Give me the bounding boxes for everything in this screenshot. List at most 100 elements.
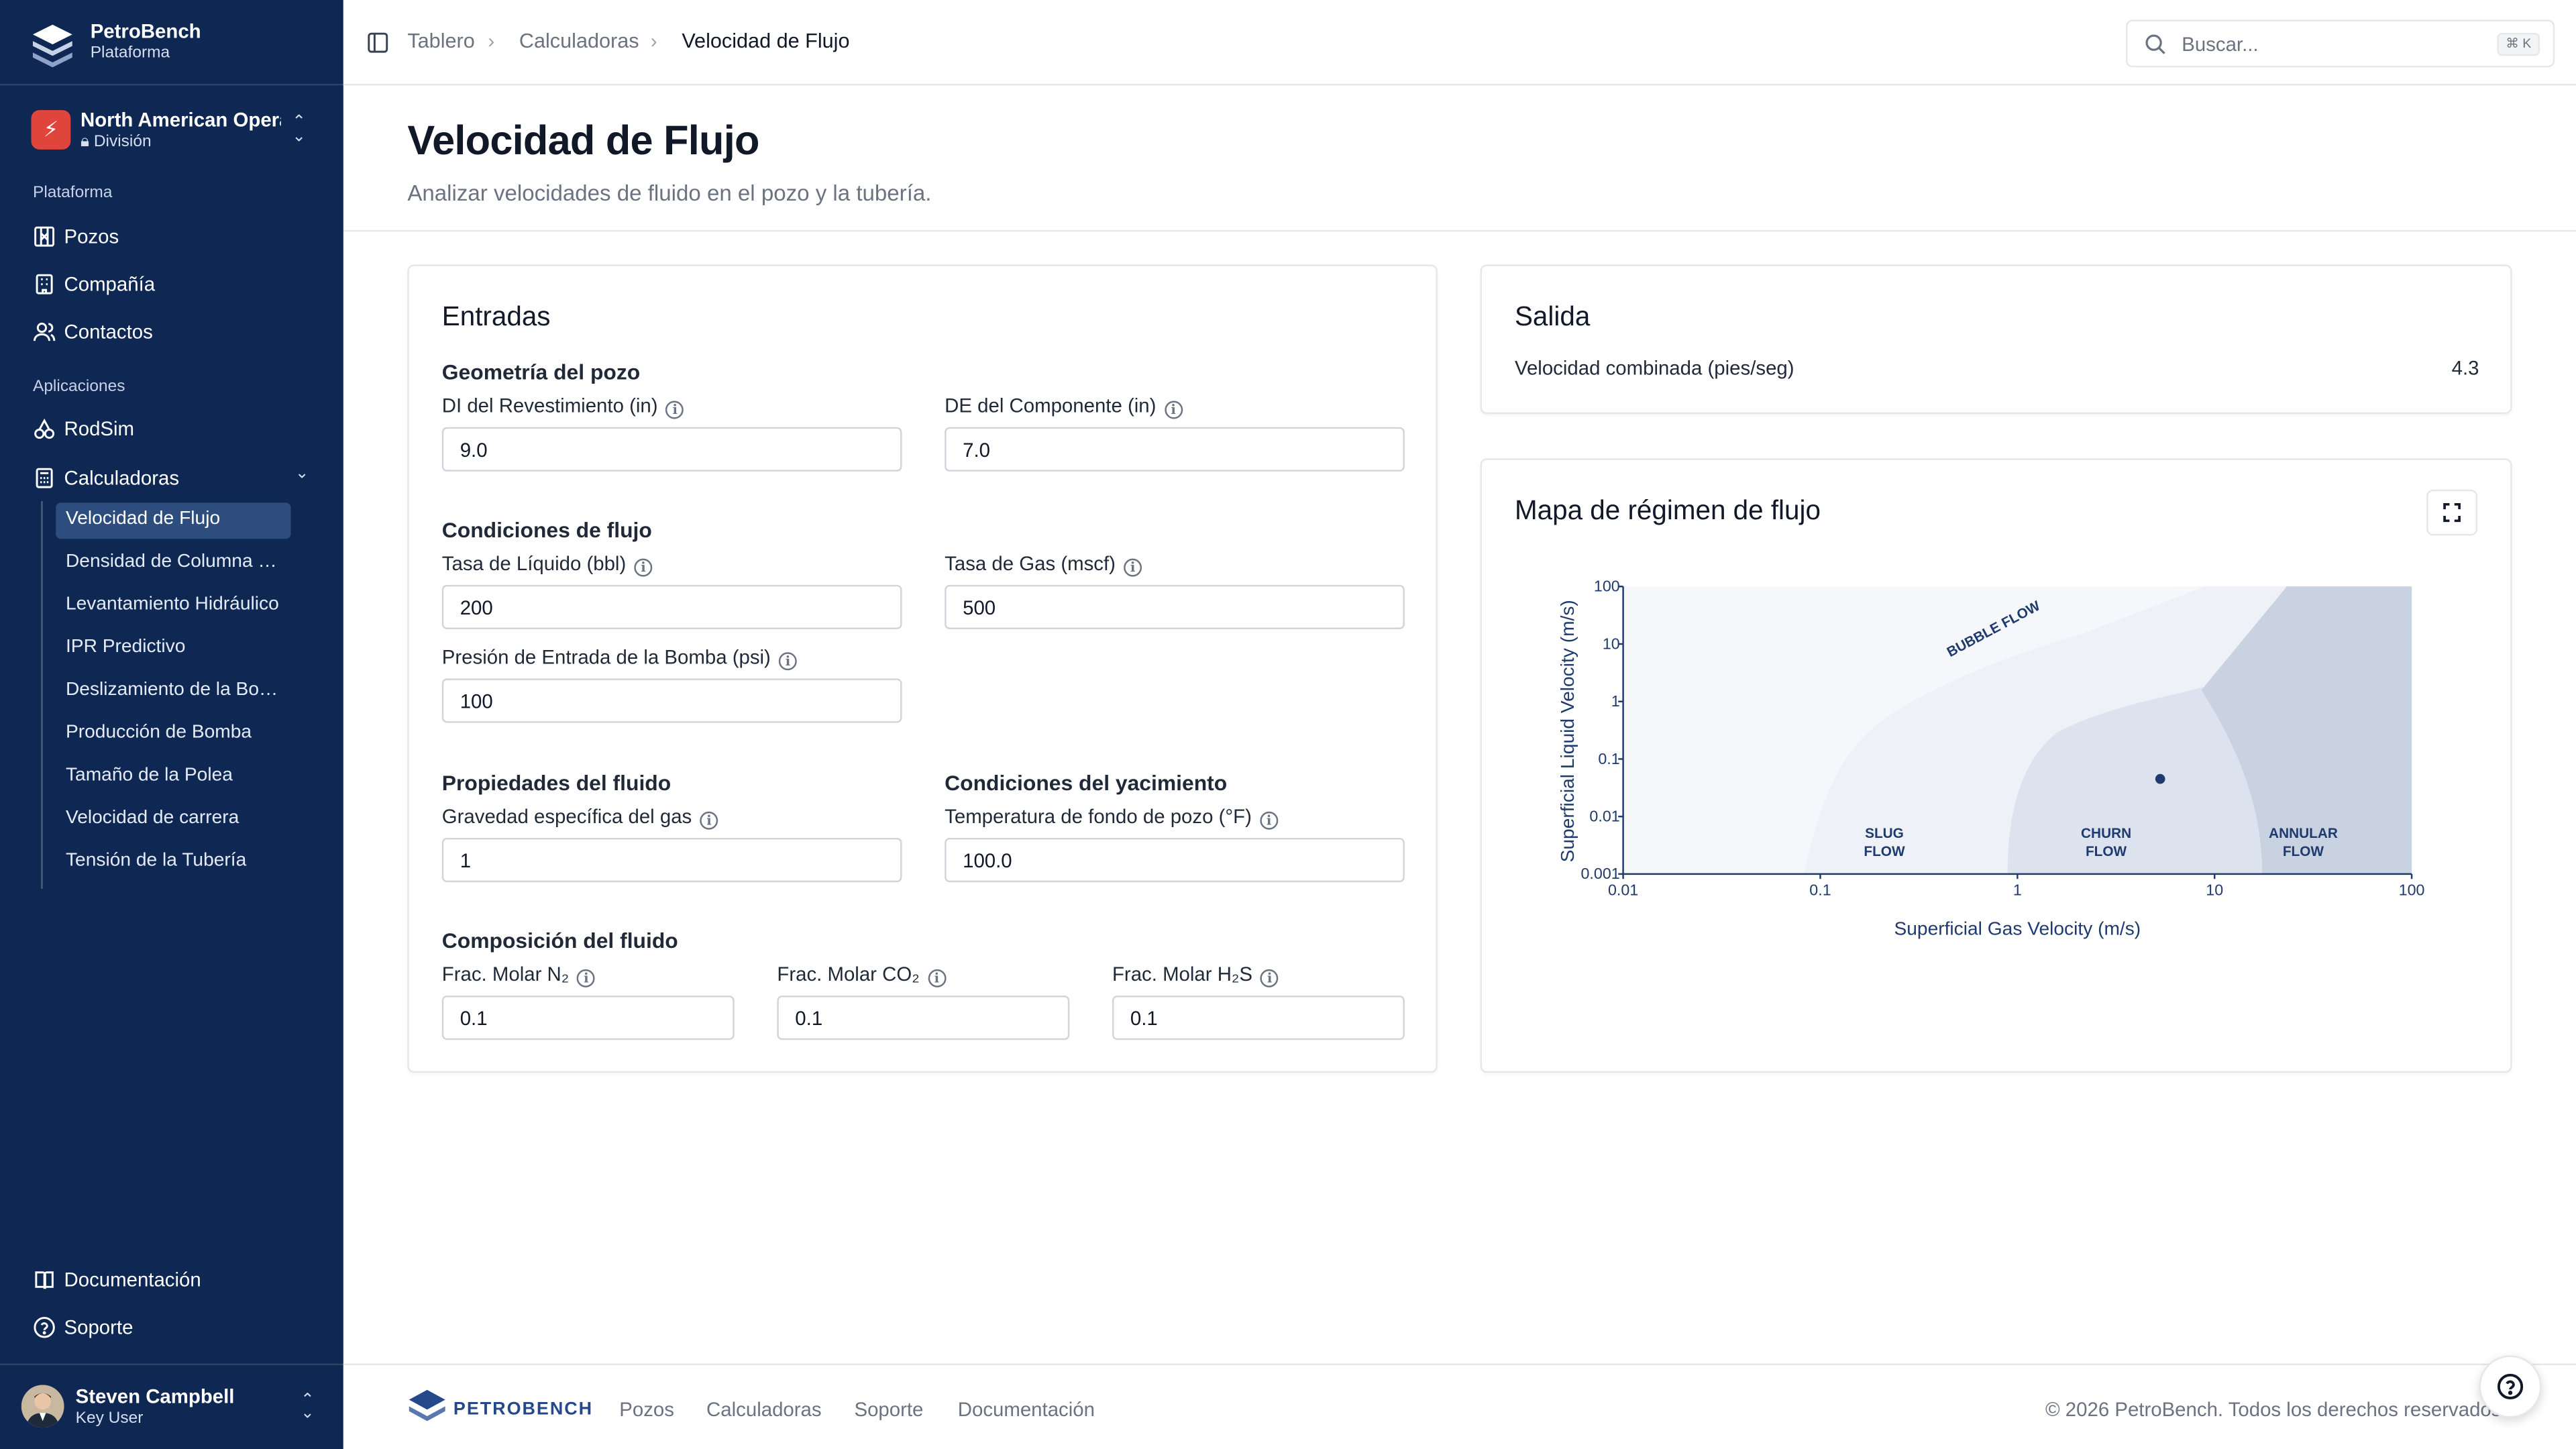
brand-header[interactable]: PetroBench Plataforma xyxy=(0,0,343,86)
org-switcher[interactable]: ⚡ North American Operations 🔒︎ División … xyxy=(16,99,328,161)
x-tick-label: 10 xyxy=(2206,881,2223,899)
info-icon[interactable]: i xyxy=(634,558,653,577)
flow-regime-chart: BUBBLE FLOW SLUG FLOW CHURN FLOW ANNULAR… xyxy=(1557,578,2425,939)
sidebar-item-soporte[interactable]: Soporte xyxy=(19,1307,325,1347)
topbar: Tablero › Calculadoras › Velocidad de Fl… xyxy=(343,0,2576,86)
gas-rate-input[interactable]: 500 xyxy=(945,584,1405,629)
field-label-component-od: DE del Componente (in) i xyxy=(945,394,1183,419)
brand-name: PetroBench xyxy=(90,19,201,43)
flow-map-card: Mapa de régimen de flujo BUBBLE FLOW SLU… xyxy=(1480,458,2512,1073)
casing-id-input[interactable]: 9.0 xyxy=(441,427,902,472)
sidebar-subitem-velocidad-carrera[interactable]: Velocidad de carrera xyxy=(65,808,239,828)
sidebar-item-documentacion[interactable]: Documentación xyxy=(19,1260,325,1299)
gas-sg-label: Gravedad específica del gas xyxy=(441,805,692,828)
liquid-rate-input[interactable]: 200 xyxy=(441,584,902,629)
pump-intake-pressure-input[interactable]: 100 xyxy=(441,678,902,723)
sidebar-toggle-icon[interactable] xyxy=(366,32,389,54)
inputs-card: Entradas Geometría del pozo DI del Reves… xyxy=(407,264,1438,1073)
bottomhole-temp-label: Temperatura de fondo de pozo (°F) xyxy=(945,805,1252,828)
breadcrumb-tablero[interactable]: Tablero xyxy=(407,30,475,53)
combined-velocity-value: 4.3 xyxy=(2451,356,2479,380)
footer-logo-text: PETROBENCH xyxy=(453,1399,594,1419)
info-icon[interactable]: i xyxy=(1124,558,1142,577)
region-label-slug-2: FLOW xyxy=(1864,844,1905,859)
sidebar-subitem-tamano-polea[interactable]: Tamaño de la Polea xyxy=(65,765,233,786)
co2-label: Frac. Molar CO₂ xyxy=(777,963,920,986)
n2-label: Frac. Molar N₂ xyxy=(441,963,570,986)
sidebar-item-pozos[interactable]: Pozos xyxy=(19,217,325,256)
user-menu[interactable]: Steven Campbell Key User ⌃ ⌄ xyxy=(0,1363,343,1449)
info-icon[interactable]: i xyxy=(700,811,718,830)
info-icon[interactable]: i xyxy=(927,969,946,987)
info-icon[interactable]: i xyxy=(779,652,798,671)
h2s-input[interactable]: 0.1 xyxy=(1112,996,1405,1040)
footer-link-pozos[interactable]: Pozos xyxy=(619,1398,674,1421)
sidebar-subitem-deslizamiento-bomba[interactable]: Deslizamiento de la Bomba xyxy=(65,680,291,700)
info-icon[interactable]: i xyxy=(1164,400,1183,419)
brand-subtitle: Plataforma xyxy=(90,44,170,63)
info-icon[interactable]: i xyxy=(1260,811,1279,830)
gas-sg-input[interactable]: 1 xyxy=(441,837,902,883)
field-label-gas-sg: Gravedad específica del gas i xyxy=(442,805,718,830)
field-label-n2: Frac. Molar N₂ i xyxy=(442,963,596,987)
output-card: Salida Velocidad combinada (pies/seg) 4.… xyxy=(1480,264,2512,415)
info-icon[interactable]: i xyxy=(577,969,596,987)
sidebar-subitem-tension-tuberia[interactable]: Tensión de la Tubería xyxy=(65,851,247,871)
petrobench-logo-icon xyxy=(32,24,72,68)
y-tick-label: 0.01 xyxy=(1589,807,1619,824)
sidebar-subitem-densidad-columna[interactable]: Densidad de Columna de Fluido xyxy=(65,551,291,572)
component-od-input[interactable]: 7.0 xyxy=(945,427,1405,472)
x-tick-label: 1 xyxy=(2013,881,2022,899)
footer-link-soporte[interactable]: Soporte xyxy=(854,1398,924,1421)
combined-velocity-label: Velocidad combinada (pies/seg) xyxy=(1514,356,1794,380)
sidebar-item-calculadoras[interactable]: Calculadoras ⌄ xyxy=(19,458,325,498)
user-role: Key User xyxy=(75,1409,144,1428)
n2-input[interactable]: 0.1 xyxy=(441,996,735,1040)
gas-rate-label: Tasa de Gas (mscf) xyxy=(945,551,1116,576)
sidebar-item-contactos[interactable]: Contactos xyxy=(19,312,325,352)
x-tick-label: 0.01 xyxy=(1608,881,1638,899)
book-icon xyxy=(35,1271,54,1289)
group-fluid-properties: Propiedades del fluido xyxy=(441,770,672,796)
bottomhole-temp-input[interactable]: 100.0 xyxy=(945,837,1405,883)
operating-point xyxy=(2155,773,2165,784)
sidebar-subitem-produccion-bomba[interactable]: Producción de Bomba xyxy=(65,722,252,743)
info-icon[interactable]: i xyxy=(1260,969,1279,987)
sidebar-item-rodsim[interactable]: RodSim xyxy=(19,409,325,449)
sidebar-item-label: RodSim xyxy=(64,417,135,441)
field-label-pump-intake-pressure: Presión de Entrada de la Bomba (psi) i xyxy=(441,645,798,671)
info-icon[interactable]: i xyxy=(665,400,684,419)
help-button[interactable] xyxy=(2479,1355,2542,1418)
org-type: 🔒︎ División xyxy=(80,133,152,151)
sidebar-item-compania[interactable]: Compañía xyxy=(19,264,325,304)
chevron-down-icon: ⌄ xyxy=(294,465,309,484)
region-label-slug: SLUG xyxy=(1865,826,1904,841)
wells-icon xyxy=(34,226,55,247)
sidebar: PetroBench Plataforma ⚡ North American O… xyxy=(0,0,343,1449)
x-tick-label: 100 xyxy=(2399,881,2425,899)
sidebar-subitem-velocidad-flujo[interactable]: Velocidad de Flujo xyxy=(56,502,291,539)
co2-input[interactable]: 0.1 xyxy=(777,996,1070,1040)
expand-icon xyxy=(2443,503,2461,523)
y-tick-label: 100 xyxy=(1594,578,1620,595)
region-label-churn: CHURN xyxy=(2081,826,2131,841)
chevron-right-icon: › xyxy=(650,30,657,53)
breadcrumb-calculadoras[interactable]: Calculadoras xyxy=(519,30,639,53)
footer: PETROBENCH Pozos Calculadoras Soporte Do… xyxy=(343,1355,2576,1449)
pump-intake-pressure-label: Presión de Entrada de la Bomba (psi) xyxy=(441,645,771,669)
search-input[interactable]: Buscar... ⌘ K xyxy=(2125,19,2555,68)
x-tick-label: 0.1 xyxy=(1809,881,1831,899)
footer-link-calculadoras[interactable]: Calculadoras xyxy=(706,1398,822,1421)
copyright: © 2026 PetroBench. Todos los derechos re… xyxy=(2045,1398,2507,1421)
y-tick-label: 10 xyxy=(1603,635,1620,652)
field-label-bottomhole-temp: Temperatura de fondo de pozo (°F) i xyxy=(945,805,1279,830)
region-label-churn-2: FLOW xyxy=(2086,844,2127,859)
sidebar-subitem-levantamiento-hidraulico[interactable]: Levantamiento Hidráulico xyxy=(65,594,279,614)
search-icon xyxy=(2145,34,2165,54)
chevron-updown-icon: ⌃ ⌄ xyxy=(292,113,306,146)
expand-button[interactable] xyxy=(2426,489,2478,536)
page-subtitle: Analizar velocidades de fluido en el poz… xyxy=(407,180,932,206)
users-icon xyxy=(33,322,56,341)
sidebar-subitem-ipr-predictivo[interactable]: IPR Predictivo xyxy=(65,637,186,657)
footer-link-documentacion[interactable]: Documentación xyxy=(957,1398,1095,1421)
